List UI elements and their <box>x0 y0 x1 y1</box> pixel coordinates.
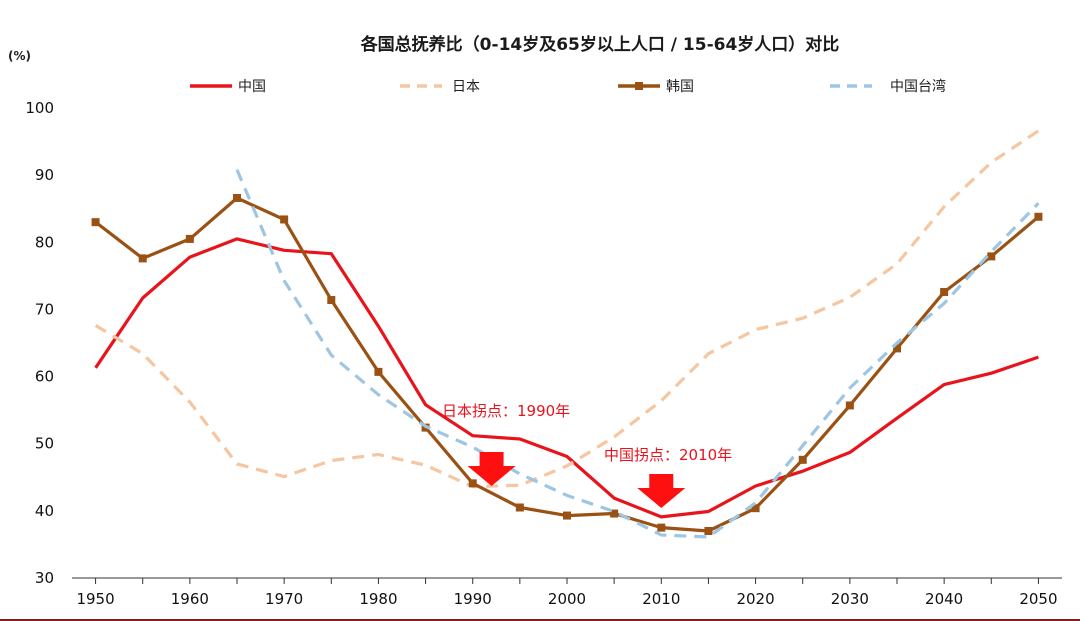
legend-label: 韩国 <box>666 79 694 95</box>
annotation-arrow <box>637 474 686 508</box>
legend-label: 日本 <box>452 79 480 95</box>
data-point-marker <box>751 504 760 513</box>
data-point-marker <box>610 509 619 518</box>
y-axis-unit: (%) <box>8 49 31 63</box>
legend-marker <box>635 82 643 90</box>
y-tick-label: 70 <box>35 300 54 318</box>
data-point-marker <box>468 479 477 488</box>
y-tick-label: 80 <box>35 233 54 251</box>
legend-label: 中国台湾 <box>890 78 946 95</box>
x-tick-label: 2010 <box>642 590 680 608</box>
data-point-marker <box>704 527 713 535</box>
x-tick-label: 2050 <box>1019 590 1057 608</box>
data-point-marker <box>893 344 901 353</box>
annotation-text: 日本拐点：1990年 <box>442 402 570 420</box>
data-point-marker <box>845 401 854 410</box>
data-point-marker <box>327 296 336 305</box>
data-point-marker <box>657 523 666 532</box>
y-tick-label: 30 <box>35 569 54 587</box>
data-point-marker <box>1034 212 1043 221</box>
data-point-marker <box>940 287 949 296</box>
data-point-marker <box>515 503 524 512</box>
x-tick-label: 1990 <box>454 590 492 608</box>
axes: 1950 1960 1970 1980 1990 2000 2010 2020 2030 2040… <box>25 99 1062 608</box>
data-point-marker <box>987 252 996 261</box>
x-tick-label: 2040 <box>925 590 963 608</box>
x-tick-label: 2000 <box>548 590 586 608</box>
annotation-text: 中国拐点：2010年 <box>604 446 732 464</box>
data-point-marker <box>138 254 147 263</box>
y-tick-label: 50 <box>35 435 54 453</box>
data-point-marker <box>185 234 194 243</box>
x-tick-label: 1950 <box>76 590 114 608</box>
x-tick-label: 1980 <box>359 590 397 608</box>
data-point-marker <box>798 455 807 464</box>
data-point-marker <box>374 367 383 376</box>
y-tick-label: 90 <box>35 166 54 184</box>
x-tick-label: 1970 <box>265 590 303 608</box>
data-point-marker <box>91 218 100 227</box>
x-tick-label: 2030 <box>831 590 869 608</box>
series-line-中国 <box>94 237 1039 519</box>
data-point-marker <box>233 193 241 202</box>
x-tick-label: 2020 <box>736 590 774 608</box>
x-tick-label: 1960 <box>171 590 209 608</box>
data-point-marker <box>563 511 571 520</box>
y-tick-label: 40 <box>35 502 54 520</box>
series-layer <box>91 129 1043 539</box>
legend-label: 中国 <box>238 79 266 95</box>
legend: 中国 日本 韩国 中国台湾 <box>190 78 946 95</box>
annotation-arrow <box>467 452 516 486</box>
y-tick-label: 60 <box>35 368 54 386</box>
series-line-中国台湾 <box>235 169 1040 539</box>
data-point-marker <box>280 215 289 224</box>
chart-title: 各国总抚养比（0-14岁及65岁以上人口 / 15-64岁人口）对比 <box>360 34 840 55</box>
y-tick-label: 100 <box>25 99 54 117</box>
series-line-日本 <box>94 129 1040 489</box>
